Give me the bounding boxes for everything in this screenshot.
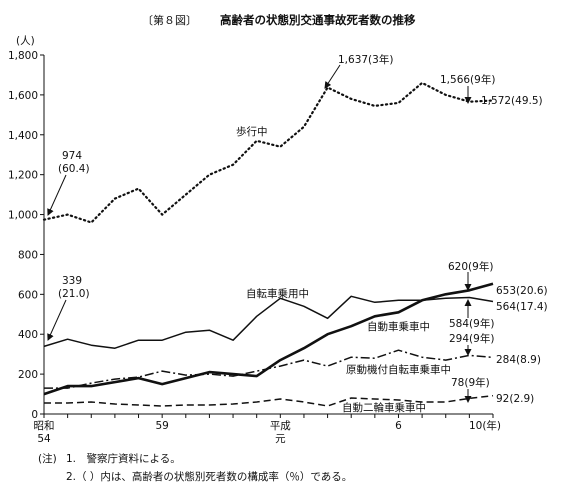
annotation-bike-start-share: (21.0) (58, 288, 90, 300)
series-label-bike: 自転車乗用中 (246, 287, 309, 300)
x-tick-label: 昭和 (34, 420, 55, 432)
annotation-bike-end: 564(17.4) (496, 301, 548, 313)
annotation-walk-end: 1,572(49.5) (481, 95, 543, 107)
leader-walk-start (47, 174, 67, 216)
y-tick-label: 0 (31, 409, 38, 421)
y-tick-label: 800 (18, 249, 38, 261)
series-label-car: 自動車乗車中 (367, 320, 430, 333)
series-line-自動二輪車乗車中 (44, 394, 494, 407)
y-tick-label: 600 (18, 289, 38, 301)
annotation-moped-end: 284(8.9) (496, 354, 541, 366)
y-tick-label: 1,000 (8, 210, 38, 222)
annotation-moto-end: 92(2.9) (496, 393, 534, 405)
y-axis-ticks: 0 200 400 600 800 1,000 1,200 1,400 1,600 1,800 (8, 50, 44, 421)
x-tick-label: 59 (155, 420, 168, 432)
annotation-walk-start-share: (60.4) (58, 163, 90, 175)
leader-bike-start (47, 299, 67, 341)
series-label-moped: 原動機付自転車乗車中 (346, 363, 451, 376)
figure-number: 〔第８図〕 (142, 13, 197, 27)
annotation-car-end: 653(20.6) (496, 285, 548, 297)
series-line-原動機付自転車乗車中 (44, 349, 494, 389)
series-line-自動車乗車中 (43, 282, 494, 396)
y-tick-label: 400 (18, 329, 38, 341)
annotation-car-9: 620(9年) (448, 260, 493, 273)
y-axis-label: (人) (16, 35, 35, 47)
x-tick-label: 6 (395, 420, 402, 432)
figure-title: 高齢者の状態別交通事故死者数の推移 (220, 13, 416, 27)
annotation-moped-9: 294(9年) (449, 332, 494, 345)
y-tick-label: 1,400 (8, 130, 38, 142)
x-tick-label: 平成 (270, 420, 291, 432)
series-layer (42, 81, 495, 407)
annotation-walk-start-value: 974 (62, 150, 82, 162)
annotation-moto-9: 78(9年) (451, 376, 490, 389)
annotation-walk-peak: 1,637(3年) (338, 53, 393, 66)
y-tick-label: 200 (18, 369, 38, 381)
note-item-1: 1. 警察庁資料による。 (66, 452, 181, 465)
x-tick-label: 10(年) (469, 419, 501, 432)
y-tick-label: 1,200 (8, 170, 38, 182)
series-line-歩行中 (42, 81, 495, 224)
annotation-bike-9: 584(9年) (449, 317, 494, 330)
y-tick-label: 1,600 (8, 90, 38, 102)
series-label-moto: 自動二輪車乗車中 (342, 401, 426, 414)
leader-walk-peak (324, 64, 341, 89)
annotation-walk-9: 1,566(9年) (440, 73, 495, 86)
series-line-自転車乗用中 (43, 295, 494, 349)
x-tick-label: 元 (275, 433, 286, 445)
y-tick-label: 1,800 (8, 50, 38, 62)
annotation-bike-start-value: 339 (62, 275, 82, 287)
x-tick-label: 54 (37, 433, 51, 445)
note-item-2: 2.（ ）内は、高齢者の状態別死者数の構成率（％）である。 (66, 470, 352, 483)
note-prefix: (注) (38, 452, 57, 465)
series-label-walk: 歩行中 (236, 125, 268, 138)
